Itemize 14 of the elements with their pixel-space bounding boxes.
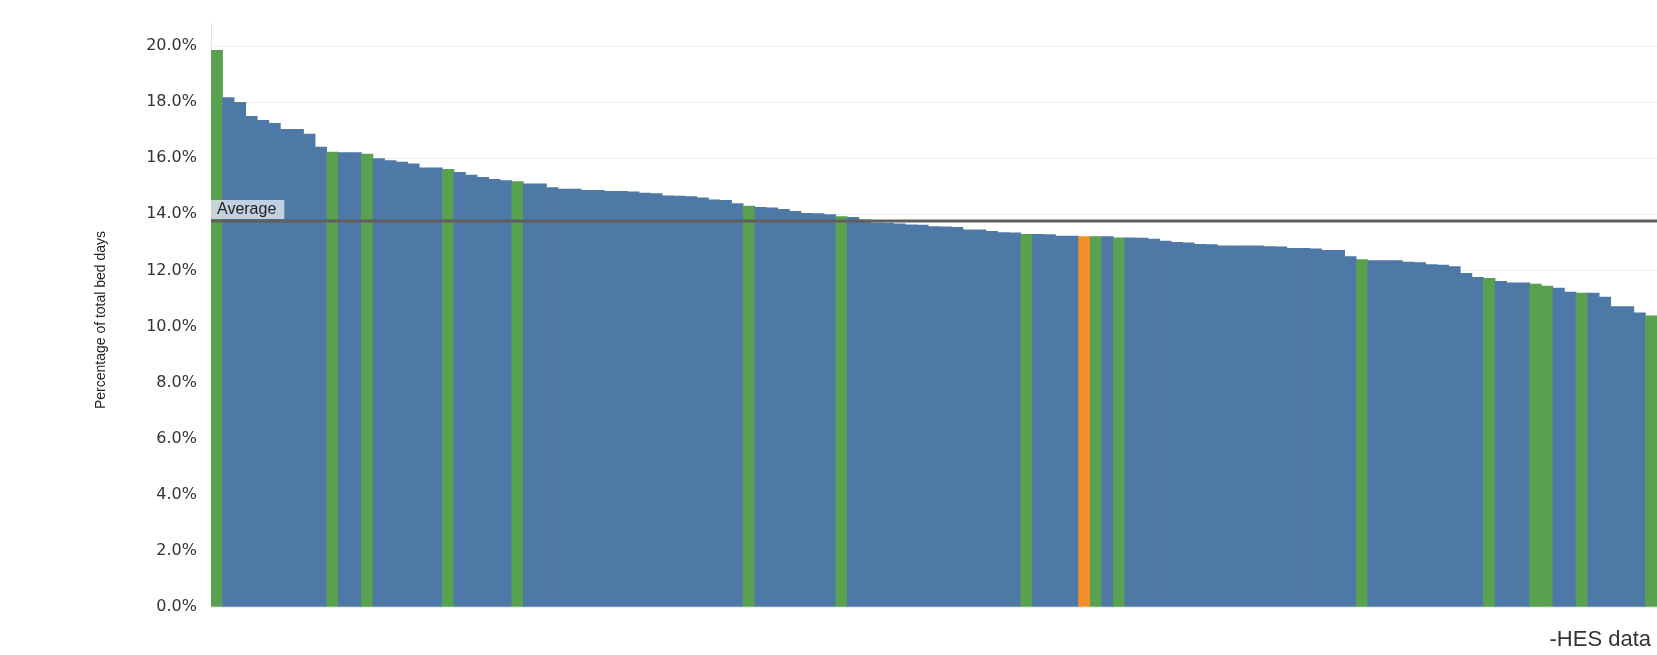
- text: -HES data: [1549, 626, 1651, 652]
- y-tick-label: 4.0%: [156, 483, 197, 503]
- y-tick-label: 6.0%: [156, 427, 197, 447]
- y-tick-label: 2.0%: [156, 540, 197, 560]
- y-tick-label: 14.0%: [146, 203, 197, 223]
- y-axis-title: Percentage of total bed days: [92, 230, 108, 410]
- y-tick-label: 18.0%: [146, 91, 197, 111]
- y-tick-label: 8.0%: [156, 371, 197, 391]
- y-tick-label: 0.0%: [156, 596, 197, 616]
- ref-line-label: Average: [217, 200, 277, 218]
- y-tick-label: 12.0%: [146, 259, 197, 279]
- y-tick-label: 16.0%: [146, 147, 197, 167]
- y-tick-label: 20.0%: [146, 35, 197, 55]
- y-tick-label: 10.0%: [146, 315, 197, 335]
